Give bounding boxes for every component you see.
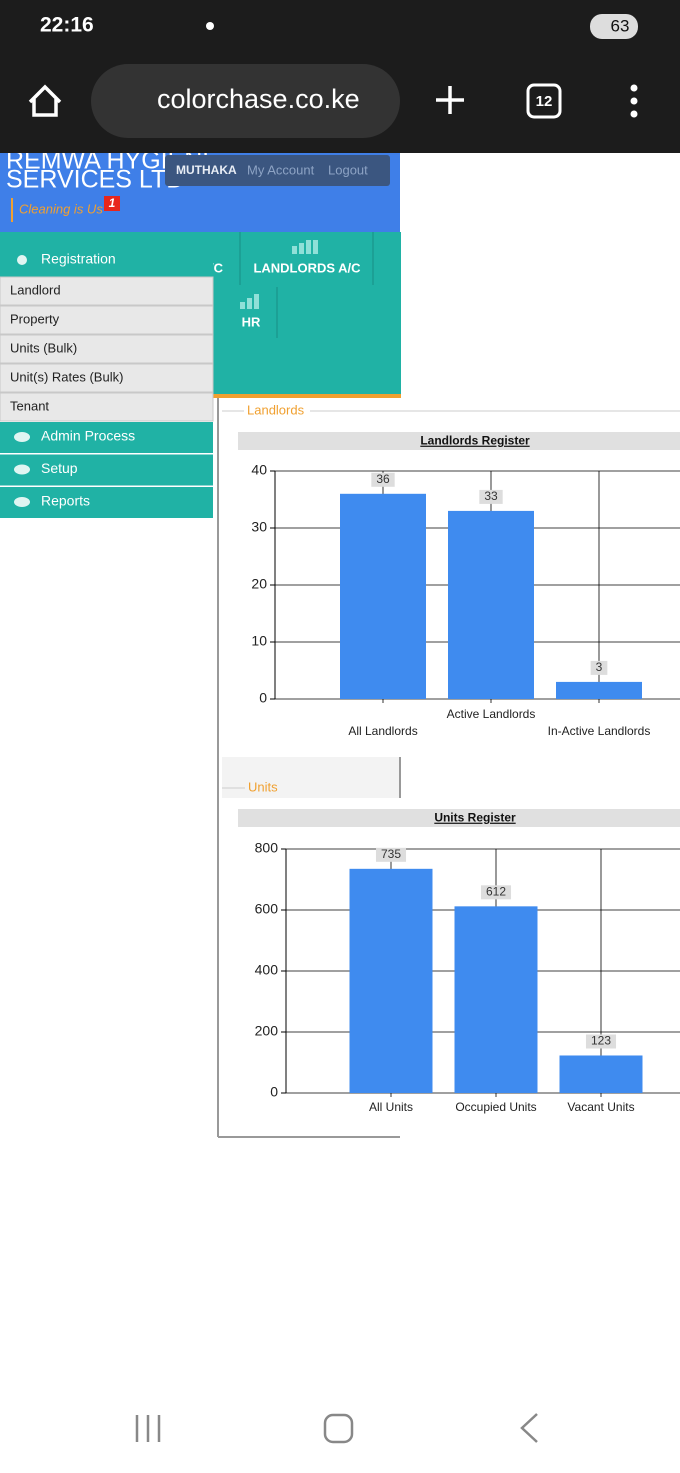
section-legend: Units <box>248 779 278 794</box>
x-tick-label: All Units <box>369 1100 413 1114</box>
nav-tab[interactable]: HR <box>242 314 261 329</box>
system-nav <box>135 1413 538 1444</box>
menu-section[interactable]: Admin Process <box>41 428 135 444</box>
tab-icon <box>292 240 318 254</box>
value-label-bg <box>590 660 608 675</box>
y-tick-label: 0 <box>270 1084 278 1100</box>
menu-icon <box>14 464 30 475</box>
menu-title[interactable]: Registration <box>41 251 116 267</box>
x-tick-label: Occupied Units <box>455 1100 536 1114</box>
value-label: 612 <box>486 885 506 899</box>
badge <box>104 196 120 211</box>
menu-section-bg[interactable] <box>0 487 213 518</box>
menu-button[interactable] <box>630 84 638 118</box>
menu-icon <box>17 255 27 265</box>
y-tick-label: 400 <box>255 962 279 978</box>
value-label: 3 <box>596 660 603 674</box>
value-label-bg <box>375 847 407 862</box>
battery <box>590 14 638 39</box>
bar <box>448 510 534 699</box>
y-tick-label: 20 <box>251 576 267 592</box>
tabs-button[interactable] <box>526 83 562 119</box>
menu-item-bg[interactable] <box>0 305 214 335</box>
recents-button[interactable] <box>135 1415 161 1442</box>
y-tick-label: 10 <box>251 633 267 649</box>
chart-title-bg <box>238 432 680 450</box>
tab-icon <box>240 294 259 309</box>
value-label-bg <box>371 472 395 487</box>
menu-section-bg[interactable] <box>0 422 213 453</box>
y-tick-label: 600 <box>255 901 279 917</box>
bar <box>556 681 642 699</box>
section-legend-bg <box>222 757 400 798</box>
home-nav-button[interactable] <box>323 1413 354 1444</box>
tagline-bar <box>11 198 13 222</box>
bar <box>349 868 433 1093</box>
y-tick-label: 30 <box>251 519 267 535</box>
company-name: SERVICES LTD <box>6 166 184 194</box>
menu-item[interactable]: Landlord <box>10 282 61 297</box>
value-label: 33 <box>484 489 498 503</box>
menu-item-bg[interactable] <box>0 363 214 393</box>
menu-item[interactable]: Tenant <box>10 398 49 413</box>
nav-tab[interactable]: /C <box>210 260 224 275</box>
value-label-bg <box>479 489 503 504</box>
my-account[interactable]: My Account <box>247 162 315 177</box>
back-button[interactable] <box>520 1413 538 1443</box>
menu-section-bg[interactable] <box>0 454 213 486</box>
menu-item-bg[interactable] <box>0 276 214 306</box>
menu-header[interactable] <box>0 245 213 276</box>
y-tick-label: 0 <box>259 690 267 706</box>
chart-title: Units Register <box>434 811 516 825</box>
chart-title: Landlords Register <box>420 434 530 448</box>
url-bar[interactable] <box>91 64 400 138</box>
bar <box>559 1055 643 1093</box>
y-tick-label: 200 <box>255 1023 279 1039</box>
value-label-bg <box>480 885 512 900</box>
menu-section[interactable]: Setup <box>41 460 78 476</box>
x-tick-label: Active Landlords <box>447 707 536 721</box>
value-label: 735 <box>381 847 401 861</box>
bar <box>340 493 426 699</box>
menu-icon <box>14 497 30 507</box>
menu-item[interactable]: Units (Bulk) <box>10 340 77 355</box>
value-label-bg <box>585 1034 617 1049</box>
tagline: Cleaning is Us <box>19 201 103 216</box>
user-box <box>165 155 390 186</box>
dot <box>206 22 214 30</box>
menu-item-bg[interactable] <box>0 334 214 364</box>
menu-item-bg[interactable] <box>0 392 214 422</box>
chart-title-bg <box>238 809 680 827</box>
tab-count[interactable]: 12 <box>536 93 553 110</box>
new-tab[interactable] <box>436 86 464 114</box>
x-tick-label: Vacant Units <box>567 1100 634 1114</box>
value-label: 36 <box>376 472 390 486</box>
section-legend: Landlords <box>247 402 305 417</box>
clock: 22:16 <box>40 14 94 37</box>
url[interactable]: colorchase.co.ke <box>157 84 360 114</box>
user-name[interactable]: MUTHAKA <box>176 163 237 177</box>
value-label: 123 <box>591 1034 611 1048</box>
menu-icon <box>14 432 30 442</box>
nav-tab[interactable]: LANDLORDS A/C <box>253 260 361 275</box>
logout[interactable]: Logout <box>328 162 368 177</box>
y-tick-label: 800 <box>255 840 279 856</box>
x-tick-label: In-Active Landlords <box>548 724 651 738</box>
y-tick-label: 40 <box>251 462 267 478</box>
bar <box>454 906 538 1093</box>
menu-item[interactable]: Property <box>10 311 60 326</box>
x-tick-label: All Landlords <box>348 724 417 738</box>
battery-level: 63 <box>611 16 630 35</box>
menu-section[interactable]: Reports <box>41 493 90 509</box>
badge-count: 1 <box>109 196 116 210</box>
home-button[interactable] <box>28 84 62 117</box>
menu-item[interactable]: Unit(s) Rates (Bulk) <box>10 369 123 384</box>
